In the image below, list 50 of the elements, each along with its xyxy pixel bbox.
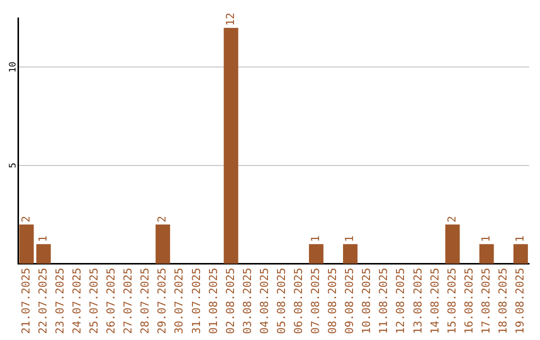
x-tick-label: 02.08.2025 xyxy=(224,268,237,334)
x-tick-label: 18.08.2025 xyxy=(496,268,510,334)
x-tick-label: 05.08.2025 xyxy=(274,268,288,334)
x-tick-label: 14.08.2025 xyxy=(428,268,442,334)
bar xyxy=(224,28,238,264)
y-tick-label: 10 xyxy=(8,62,18,73)
x-tick-label: 29.07.2025 xyxy=(156,268,169,334)
x-tick-label: 15.08.2025 xyxy=(445,268,458,334)
x-tick-label: 08.08.2025 xyxy=(326,268,340,334)
x-tick-label: 10.08.2025 xyxy=(360,268,374,334)
x-tick-label: 06.08.2025 xyxy=(292,268,306,334)
data-label: 12 xyxy=(224,12,237,26)
x-tick-label: 27.07.2025 xyxy=(122,268,135,334)
x-tick-label: 25.07.2025 xyxy=(88,268,101,334)
x-tick-label: 23.07.2025 xyxy=(53,268,66,334)
bar xyxy=(308,244,324,264)
x-tick-label: 19.08.2025 xyxy=(514,268,527,334)
data-label: 1 xyxy=(309,235,322,242)
x-tick-label: 01.08.2025 xyxy=(206,268,220,334)
bar xyxy=(19,224,34,264)
x-tick-label: 21.07.2025 xyxy=(19,268,32,334)
x-tick-label: 17.08.2025 xyxy=(479,268,492,334)
data-label: 1 xyxy=(479,235,492,242)
data-label: 1 xyxy=(514,235,527,242)
bar xyxy=(156,224,170,264)
x-tick-label: 16.08.2025 xyxy=(462,268,476,334)
x-tick-label: 12.08.2025 xyxy=(394,268,408,334)
bar xyxy=(479,244,494,264)
x-tick-label: 26.07.2025 xyxy=(104,268,118,334)
x-tick-label: 31.07.2025 xyxy=(190,268,203,334)
x-tick-label: 28.07.2025 xyxy=(138,268,152,334)
x-tick-label: 09.08.2025 xyxy=(343,268,356,334)
x-tick-label: 04.08.2025 xyxy=(258,268,271,334)
data-label: 2 xyxy=(445,216,458,222)
x-tick-label: 30.07.2025 xyxy=(172,268,186,334)
bar xyxy=(343,244,358,264)
x-tick-label: 07.08.2025 xyxy=(309,268,322,334)
bar xyxy=(513,244,528,264)
data-label: 2 xyxy=(19,216,32,222)
data-label: 1 xyxy=(36,235,50,242)
bar xyxy=(445,224,460,264)
x-tick-label: 22.07.2025 xyxy=(36,268,50,334)
x-tick-label: 11.08.2025 xyxy=(377,268,390,334)
data-label: 2 xyxy=(156,216,169,222)
bar xyxy=(36,244,51,264)
y-tick-label: 5 xyxy=(8,162,18,168)
data-label: 1 xyxy=(343,235,356,242)
x-tick-label: 03.08.2025 xyxy=(240,268,254,334)
x-tick-label: 13.08.2025 xyxy=(411,268,424,334)
x-tick-label: 24.07.2025 xyxy=(70,268,84,334)
